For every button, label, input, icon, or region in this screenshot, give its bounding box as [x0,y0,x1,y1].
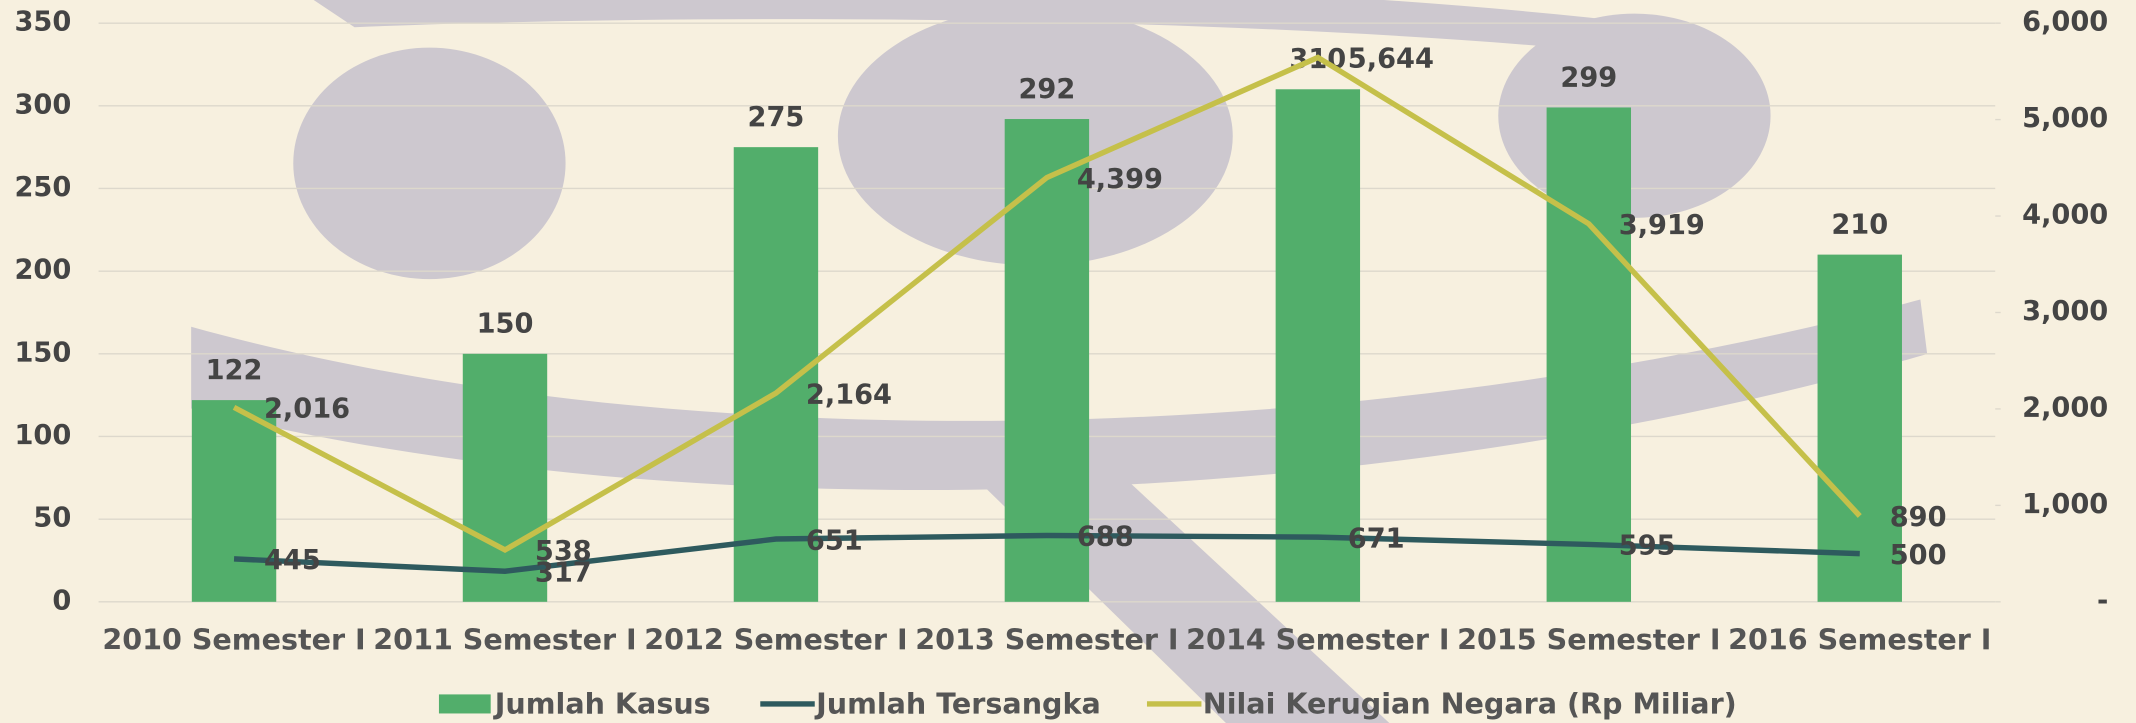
data-label: 275 [748,102,805,133]
y2-tick-label: 5,000 [2022,103,2108,134]
data-label: 2,016 [264,394,350,425]
y-tick-label: 150 [14,337,71,368]
y2-tick-label: - [2097,585,2108,616]
data-label: 651 [806,525,863,556]
y-tick-label: 300 [14,89,71,120]
y-tick-label: 100 [14,420,71,451]
x-tick-label: 2012 Semester I [644,622,907,656]
y2-tick-label: 6,000 [2022,7,2108,38]
x-tick-label: 2011 Semester I [373,622,636,656]
data-label: 299 [1560,62,1617,93]
legend-label: Nilai Kerugian Negara (Rp Miliar) [1203,686,1737,720]
y2-tick-label: 2,000 [2022,392,2108,423]
x-tick-label: 2014 Semester I [1186,622,1449,656]
x-tick-label: 2015 Semester I [1457,622,1720,656]
data-label: 150 [477,309,534,340]
x-tick-label: 2016 Semester I [1728,622,1991,656]
data-label: 500 [1890,540,1947,571]
y-tick-label: 50 [33,503,71,534]
data-label: 595 [1619,531,1676,562]
bar [1547,107,1631,601]
legend-label: Jumlah Kasus [493,686,711,720]
y-tick-label: 200 [14,255,71,286]
data-label: 445 [264,545,321,576]
y-tick-label: 250 [14,172,71,203]
data-label: 3,919 [1619,210,1705,241]
data-label: 2,164 [806,379,892,410]
page: {"chart_data": {"type": "bar-line", "cat… [0,0,2136,723]
data-label: 210 [1831,210,1888,241]
data-label: 538 [535,536,592,567]
y-tick-label: 350 [14,7,71,38]
y2-tick-label: 3,000 [2022,296,2108,327]
data-label: 292 [1018,74,1075,105]
legend-swatch [439,694,491,713]
data-label: 671 [1348,523,1405,554]
y2-tick-label: 4,000 [2022,200,2108,231]
chart: 0 50 100 150 200 250 300 350 - 1,000 2,000 3,000 4,0… [0,0,2136,723]
data-label: 688 [1077,522,1134,553]
data-label: 4,399 [1077,164,1163,195]
x-tick-label: 2013 Semester I [915,622,1178,656]
legend-label: Jumlah Tersangka [814,686,1101,720]
data-label: 5,644 [1348,44,1434,75]
y2-tick-label: 1,000 [2022,489,2108,520]
x-tick-label: 2010 Semester I [102,622,365,656]
data-label: 122 [206,355,263,386]
data-label: 890 [1890,502,1947,533]
y-tick-label: 0 [52,585,71,616]
